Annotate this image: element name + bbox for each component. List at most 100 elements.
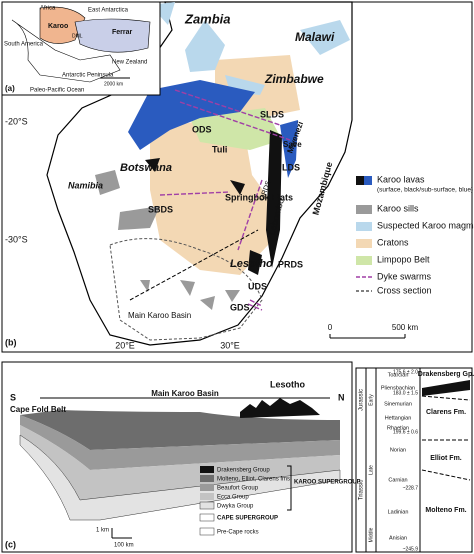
scale-label: 500 km bbox=[392, 323, 419, 332]
label: Main Karoo Basin bbox=[151, 389, 219, 398]
scale-label: 0 bbox=[328, 323, 333, 332]
cross-section-line bbox=[129, 229, 259, 301]
stage-label: Hettangian bbox=[385, 415, 412, 421]
legend-swatch bbox=[356, 176, 364, 185]
longitude-label: 30°E bbox=[220, 340, 240, 350]
place-label: Namibia bbox=[68, 180, 103, 190]
place-label: Zambia bbox=[184, 11, 231, 26]
place-label: SBDS bbox=[148, 204, 173, 214]
place-label: Springbok Flats bbox=[225, 192, 293, 202]
section-legend bbox=[199, 465, 292, 536]
suspected-magmatism bbox=[150, 2, 350, 95]
legend-label: Molteno, Elliot, Clarens fms bbox=[217, 477, 290, 483]
stage-label: Sinemurian bbox=[384, 401, 412, 407]
legend-label: Limpopo Belt bbox=[377, 254, 430, 264]
place-label: UDS bbox=[248, 281, 267, 291]
label: Cape Fold Belt bbox=[10, 405, 66, 414]
legend-swatch bbox=[200, 466, 214, 473]
stage-label: Anisian bbox=[389, 535, 407, 541]
place-label: ODS bbox=[192, 124, 212, 134]
place-label: LDS bbox=[282, 162, 300, 172]
dyke-swarms bbox=[159, 89, 291, 311]
legend-swatch bbox=[356, 222, 372, 231]
place-label: Tuli bbox=[212, 144, 227, 154]
epoch-label: Middle bbox=[368, 527, 374, 542]
legend-swatch bbox=[200, 484, 214, 491]
legend-label: Beaufort Group bbox=[217, 486, 259, 492]
legend-label: Suspected Karoo magmatism bbox=[377, 220, 474, 230]
period-label: Jurassic bbox=[359, 389, 365, 411]
epoch-label: Early bbox=[368, 394, 374, 406]
legend-swatch bbox=[200, 493, 214, 500]
formation-label: Drakensberg Gp. bbox=[418, 371, 474, 378]
label: KAROO SUPERGROUP bbox=[294, 480, 361, 486]
stage-label: Toarcian bbox=[388, 372, 409, 378]
section-layer bbox=[20, 415, 340, 470]
map-panel bbox=[1, 1, 473, 353]
craton bbox=[150, 118, 270, 275]
stage-label: Norian bbox=[390, 447, 406, 453]
label: 100 km bbox=[114, 543, 134, 549]
place-label: SLDS bbox=[260, 109, 284, 119]
column-panel bbox=[355, 367, 473, 553]
place-label: Save bbox=[283, 140, 302, 149]
legend-label: (surface, black/sub-surface, blue) bbox=[377, 187, 473, 194]
label: East Antarctica bbox=[88, 8, 129, 14]
label: CAPE SUPERGROUP bbox=[217, 516, 278, 522]
label: New Zealand bbox=[112, 60, 147, 66]
age-label: 175.6 ± 2.0 bbox=[393, 369, 418, 375]
label: South America bbox=[4, 42, 44, 48]
legend-swatch bbox=[356, 256, 372, 265]
ferrar-region bbox=[74, 18, 151, 53]
age-label: ~228.7 bbox=[403, 485, 419, 491]
epoch-label: Late bbox=[368, 465, 374, 475]
label: Karoo bbox=[48, 23, 68, 30]
label: Paleo-Pacific Ocean bbox=[30, 88, 84, 94]
section-layer bbox=[20, 425, 340, 500]
label: Antarctic Peninsula bbox=[62, 73, 114, 79]
label: 1 km bbox=[96, 528, 109, 534]
label: Africa bbox=[40, 6, 56, 12]
legend-swatch bbox=[199, 527, 215, 536]
formation-boundary bbox=[421, 395, 471, 481]
latitude-label: -20°S bbox=[5, 116, 28, 126]
stage-label: Pliensbachian bbox=[381, 385, 415, 391]
legend-swatch bbox=[356, 239, 372, 248]
legend-label: Dyke swarms bbox=[377, 271, 432, 281]
place-label: PRDS bbox=[278, 259, 303, 269]
section-panel bbox=[1, 361, 353, 553]
place-label: Malawi bbox=[295, 30, 335, 44]
formation-label: Molteno Fm. bbox=[425, 507, 466, 514]
legend bbox=[356, 176, 372, 292]
legend-swatch bbox=[200, 475, 214, 482]
place-label: Main Karoo Basin bbox=[128, 311, 191, 320]
period-label: Triassic bbox=[359, 480, 365, 500]
legend-label: Cratons bbox=[377, 237, 409, 247]
label: 2000 km bbox=[104, 81, 123, 87]
label: S bbox=[10, 392, 16, 402]
latitude-label: -30°S bbox=[5, 234, 28, 244]
legend-label: Dwyka Group bbox=[217, 504, 254, 510]
legend-swatch bbox=[199, 501, 215, 510]
legend-swatch bbox=[356, 205, 372, 214]
stage-label: Carnian bbox=[388, 477, 407, 483]
age-label: 199.6 ± 0.6 bbox=[393, 429, 418, 435]
legend-label: Karoo sills bbox=[377, 203, 419, 213]
inset bbox=[1, 1, 161, 96]
age-label: 183.0 ± 1.5 bbox=[393, 390, 418, 396]
gondwana-outline bbox=[11, 19, 121, 83]
legend-swatch bbox=[199, 513, 215, 522]
legend-label: Karoo lavas bbox=[377, 174, 425, 184]
legend-label: Ecca Group bbox=[217, 495, 249, 501]
place-label: Botswana bbox=[120, 162, 172, 174]
bracket bbox=[287, 465, 292, 511]
formation-label: Elliot Fm. bbox=[430, 455, 462, 462]
stage-label: Rhaetian bbox=[387, 425, 409, 431]
drakensberg-unit bbox=[422, 380, 470, 396]
legend-label: Drakensberg Group bbox=[217, 468, 270, 474]
label: Pre-Cape rocks bbox=[217, 530, 259, 536]
legend-label: Cross section bbox=[377, 285, 432, 295]
label: N bbox=[338, 392, 345, 402]
place-label: Lesotho bbox=[230, 258, 273, 270]
